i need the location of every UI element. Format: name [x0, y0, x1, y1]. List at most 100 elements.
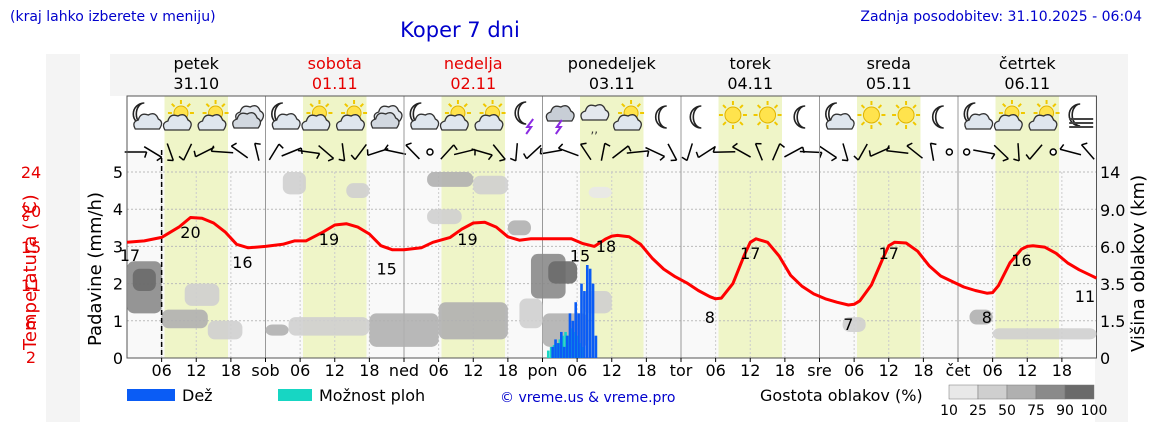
showers-bar [558, 339, 562, 358]
precip-tick-label: 0 [113, 349, 123, 368]
sun-cloud-icon [439, 100, 471, 131]
rain-bar [594, 335, 598, 358]
time-tick-label: 06 [705, 361, 725, 380]
wind-barb [195, 146, 215, 158]
sun-cloud-icon [993, 100, 1025, 131]
time-tick-label: 06 [290, 361, 310, 380]
cloud-band [992, 328, 1097, 340]
wind-barb-feather [338, 158, 345, 162]
sun-ray [756, 121, 762, 126]
moon-shape [514, 101, 527, 125]
sun-disc [759, 106, 777, 124]
density-swatch [977, 384, 1008, 400]
time-tick-label: 18 [913, 361, 933, 380]
wind-barb [784, 146, 804, 158]
showers-bar [555, 343, 559, 358]
precip-axis-title: Padavine (mm/h) [85, 192, 106, 346]
wind-barb-feather [1081, 142, 1088, 146]
wind-barb-feather [659, 155, 666, 161]
temperature-label: 17 [120, 246, 140, 265]
cloud-band [184, 283, 220, 306]
wind-barb [993, 144, 1009, 160]
time-tick-label: 18 [359, 361, 379, 380]
cloud-height-tick-label: 0 [1100, 349, 1110, 368]
wind-barb-feather [831, 157, 837, 162]
time-tick-label: 12 [602, 361, 622, 380]
cloud-height-tick-label: 9.0 [1100, 201, 1125, 220]
cloud-shape [232, 112, 262, 129]
temperature-label: 8 [982, 308, 992, 327]
sun-ray [621, 103, 626, 108]
rain-bar [583, 291, 586, 358]
temperature-tick-label: 2 [26, 348, 36, 367]
day-date: 04.11 [727, 74, 773, 93]
wind-barb-feather [405, 142, 412, 146]
temperature-label: 15 [377, 260, 397, 279]
wind-barb-feather [384, 144, 389, 151]
density-legend-title: Gostota oblakov (%) [760, 386, 923, 405]
wind-barb-feather [1025, 154, 1031, 160]
sun-ray [860, 104, 866, 109]
temperature-label: 8 [705, 308, 715, 327]
day-date: 03.11 [589, 74, 635, 93]
showers-bar [572, 331, 576, 358]
temperature-label: 15 [570, 247, 590, 266]
wind-barb [929, 143, 935, 161]
wind-barb [143, 146, 163, 158]
density-swatch [1064, 384, 1095, 400]
rain-bar [562, 346, 566, 358]
wind-barb [515, 143, 519, 161]
temperature-label: 7 [843, 315, 853, 334]
density-swatch [948, 384, 979, 400]
wind-barb [440, 144, 455, 160]
wind-barb [600, 143, 606, 161]
wind-barb-feather [522, 153, 528, 160]
wind-barb [626, 150, 649, 154]
time-tick-label: 12 [325, 361, 345, 380]
wind-barb-feather [278, 143, 284, 149]
cloud-storm-icon [545, 105, 575, 135]
wind-barb [698, 145, 716, 159]
time-tick-label: 12 [463, 361, 483, 380]
sun-cloud-icon [1028, 100, 1060, 131]
wind-barb-feather [868, 150, 872, 157]
cloud-band [132, 268, 156, 292]
location-hint[interactable]: (kraj lahko izberete v meniju) [10, 9, 216, 25]
temperature-label: 20 [180, 223, 200, 242]
wind-barb-feather [646, 150, 650, 157]
cloud-shape [1028, 114, 1058, 131]
wind-barb [771, 143, 781, 161]
cloud-band [519, 298, 543, 329]
day-name: sobota [308, 54, 362, 73]
rain-bar [560, 331, 563, 358]
sun-ray [186, 103, 191, 108]
wind-barb-feather [453, 144, 458, 151]
time-tick-label: 12 [879, 361, 899, 380]
rain-bar [585, 265, 589, 358]
precip-tick-label: 1 [113, 312, 123, 331]
time-tick-label: 06 [982, 361, 1002, 380]
moon-icon [931, 105, 944, 129]
temperature-tick-label: 15 [21, 238, 41, 257]
credit-link[interactable]: © vreme.us & vreme.pro [500, 390, 675, 406]
wind-barb [754, 143, 764, 161]
daylight-band [995, 96, 1059, 358]
wind-barb-feather [779, 143, 785, 148]
day-name: torek [730, 54, 772, 73]
daylight-band [857, 96, 921, 358]
sun-ray [448, 103, 453, 108]
density-level-label: 90 [1056, 403, 1074, 419]
day-date: 06.11 [1004, 74, 1050, 93]
sun-cloud-icon [162, 100, 194, 131]
cloud-band [346, 183, 370, 199]
moon-storm-icon [514, 101, 534, 135]
precip-bars [546, 265, 598, 358]
sun-ray [739, 104, 744, 109]
temperature-label: 19 [457, 230, 477, 249]
cloud-shape [133, 113, 163, 130]
moon-icon [654, 105, 667, 129]
wind-barb [211, 150, 234, 154]
temperature-tick-label: 6 [26, 314, 36, 333]
day-date: 05.11 [866, 74, 912, 93]
